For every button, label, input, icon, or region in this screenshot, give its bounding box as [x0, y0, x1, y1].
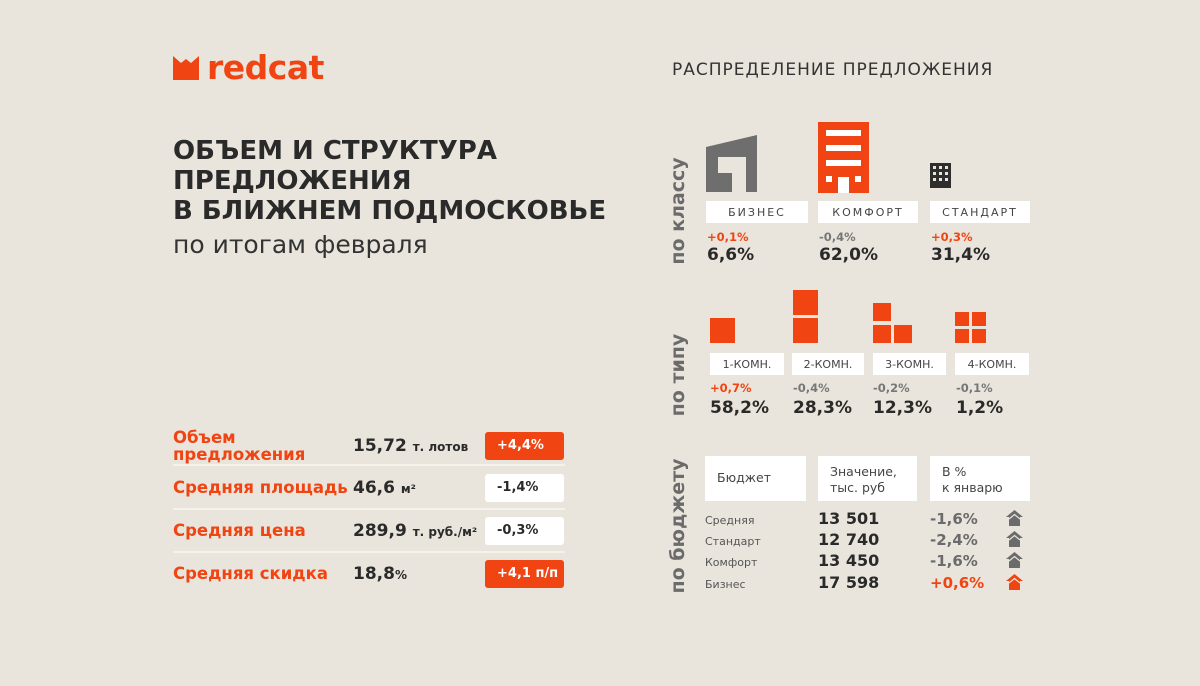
type-label: 3-КОМН. [873, 353, 946, 375]
type-label: 4-КОМН. [955, 353, 1029, 375]
budget-header: Бюджет [705, 456, 806, 501]
class-label: КОМФОРТ [818, 201, 918, 223]
title-line: ОБЪЕМ И СТРУКТУРА [173, 136, 497, 166]
type-change: -0,4% [793, 381, 830, 395]
type-change: +0,7% [710, 381, 752, 395]
standard-building-icon [930, 163, 951, 188]
stat-row: Средняя площадь 46,6 м² -1,4% [173, 466, 565, 509]
type-change: -0,1% [956, 381, 993, 395]
stat-change-badge: -1,4% [485, 473, 564, 502]
stat-change-badge: -0,3% [485, 516, 564, 545]
change-header: В % к январю [930, 456, 1030, 501]
type-value: 28,3% [793, 398, 852, 418]
section-label-type: по типу [667, 333, 689, 417]
comfort-building-icon [818, 122, 869, 193]
divider [173, 464, 565, 466]
divider [173, 508, 565, 510]
type-value: 58,2% [710, 398, 769, 418]
divider [173, 551, 565, 553]
class-label: БИЗНЕС [706, 201, 808, 223]
stat-row: Средняя цена 289,9 т. руб./м² -0,3% [173, 509, 565, 552]
title-line: В БЛИЖНЕМ ПОДМОСКОВЬЕ [173, 196, 607, 226]
class-label: СТАНДАРТ [930, 201, 1030, 223]
value-header: Значение, тыс. руб [818, 456, 917, 501]
house-icon [1006, 552, 1023, 568]
stat-label: Объем предложения [173, 427, 306, 464]
stat-value: 18,8% [353, 563, 407, 584]
stat-value: 15,72 т. лотов [353, 435, 469, 456]
section-label-budget: по бюджету [667, 458, 689, 594]
stat-value: 289,9 т. руб./м² [353, 520, 478, 541]
stat-label: Средняя площадь [173, 478, 348, 497]
house-icon [1006, 510, 1023, 526]
one-room-icon [710, 318, 735, 343]
class-change: -0,4% [819, 230, 856, 244]
stat-label: Средняя цена [173, 521, 306, 540]
cat-logo-icon [173, 55, 199, 80]
business-building-icon [706, 135, 757, 192]
type-label: 1-КОМН. [710, 353, 784, 375]
stat-change-badge: +4,4% [485, 431, 564, 460]
section-label-class: по классу [667, 157, 689, 265]
stat-row: Средняя скидка 18,8% +4,1 п/п [173, 552, 565, 595]
title-line: ПРЕДЛОЖЕНИЯ [173, 166, 412, 196]
stat-label: Средняя скидка [173, 564, 328, 583]
class-value: 6,6% [707, 245, 755, 265]
type-label: 2-КОМН. [792, 353, 864, 375]
class-value: 31,4% [931, 245, 990, 265]
class-value: 62,0% [819, 245, 878, 265]
stat-change-badge: +4,1 п/п [485, 559, 564, 588]
type-value: 1,2% [956, 398, 1004, 418]
type-value: 12,3% [873, 398, 932, 418]
page-title: ОБЪЕМ И СТРУКТУРА ПРЕДЛОЖЕНИЯ В БЛИЖНЕМ … [173, 136, 606, 226]
type-change: -0,2% [873, 381, 910, 395]
class-change: +0,3% [931, 230, 973, 244]
logo: redcat [173, 48, 324, 87]
subtitle: по итогам февраля [173, 230, 428, 259]
distribution-title: РАСПРЕДЕЛЕНИЕ ПРЕДЛОЖЕНИЯ [672, 60, 994, 80]
logo-text: redcat [207, 48, 324, 87]
class-change: +0,1% [707, 230, 749, 244]
house-icon [1006, 574, 1023, 590]
stat-value: 46,6 м² [353, 477, 416, 498]
stat-row: Объем предложения 15,72 т. лотов +4,4% [173, 424, 565, 467]
house-icon [1006, 531, 1023, 547]
